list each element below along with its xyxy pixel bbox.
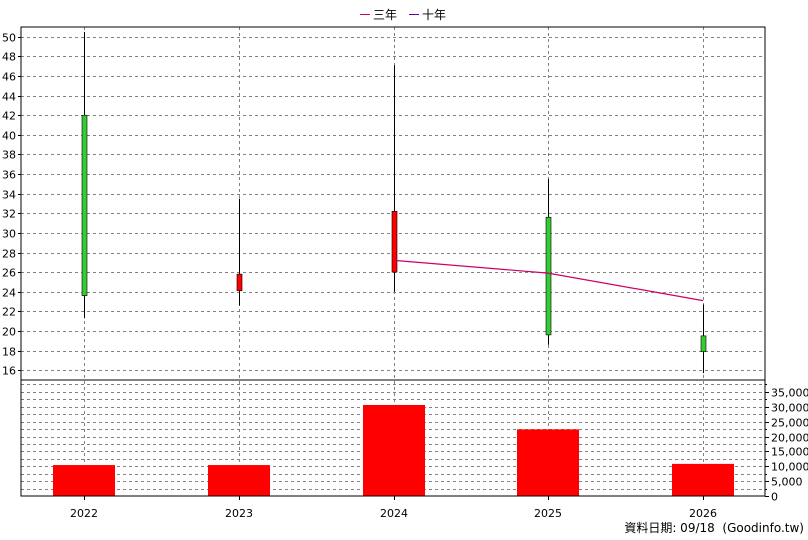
price-y-tick-label: 42 (2, 110, 16, 123)
price-y-tick-label: 34 (2, 189, 16, 202)
price-y-tick-label: 48 (2, 51, 16, 64)
price-y-tick-label: 50 (2, 32, 16, 45)
price-y-tick-label: 26 (2, 267, 16, 280)
volume-bar (363, 404, 425, 496)
volume-y-tick-label: 15,000 (771, 446, 808, 459)
volume-bar (672, 463, 734, 496)
volume-y-tick-label: 35,000 (771, 387, 808, 400)
x-tick-label: 2025 (534, 507, 562, 520)
candle-body (236, 273, 243, 292)
x-tick-label: 2024 (380, 507, 408, 520)
price-y-tick-label: 46 (2, 71, 16, 84)
price-y-tick-label: 36 (2, 169, 16, 182)
price-y-tick-label: 16 (2, 365, 16, 378)
candles (81, 31, 707, 374)
volume-bar (53, 465, 115, 496)
candle-body (700, 335, 707, 352)
x-tick-labels: 2022 2023 2024 2025 2026 (70, 507, 717, 520)
candle-body (545, 216, 552, 336)
legend: 三年 十年 (360, 6, 446, 22)
moving-average-lines (393, 259, 704, 302)
price-y-tick-label: 28 (2, 248, 16, 261)
price-grid (18, 37, 765, 371)
price-y-tick-label: 20 (2, 326, 16, 339)
price-y-tick-label: 22 (2, 306, 16, 319)
volume-y-tick-label: 0 (771, 491, 778, 504)
candle-body (81, 114, 88, 296)
volume-y-tick-label: 20,000 (771, 432, 808, 445)
x-tick-label: 2023 (225, 507, 253, 520)
source-note: 資料日期: 09/18 (Goodinfo.tw) (624, 521, 804, 535)
price-y-tick-labels: 16 18 20 22 24 26 28 30 32 34 36 38 40 42 44 46 48 50 (2, 32, 16, 378)
legend-label-ten-year: 十年 (422, 7, 447, 22)
price-y-tick-label: 30 (2, 228, 16, 241)
candle-body (391, 211, 398, 273)
legend-label-three-year: 三年 (373, 7, 398, 22)
legend-swatch-three-year (360, 13, 370, 15)
volume-y-tick-label: 10,000 (771, 461, 808, 474)
volume-y-tick-label: 25,000 (771, 417, 808, 430)
price-y-tick-label: 40 (2, 130, 16, 143)
price-y-tick-label: 18 (2, 346, 16, 359)
price-y-tick-label: 38 (2, 149, 16, 162)
volume-bar (517, 429, 579, 496)
volume-bar (208, 465, 270, 496)
price-y-tick-label: 32 (2, 208, 16, 221)
volume-y-tick-label: 5,000 (771, 476, 803, 489)
plot-frame (20, 26, 766, 497)
x-tick-label: 2026 (689, 507, 717, 520)
legend-swatch-ten-year (409, 13, 420, 15)
volume-bars (53, 404, 734, 496)
price-y-tick-label: 24 (2, 287, 16, 300)
legend-item-ten-year: 十年 (409, 6, 446, 22)
legend-item-three-year: 三年 (360, 6, 397, 22)
volume-y-tick-label: 30,000 (771, 402, 808, 415)
x-tick-label: 2022 (70, 507, 98, 520)
price-y-tick-label: 44 (2, 91, 16, 104)
three-year-ma-line (393, 259, 704, 302)
